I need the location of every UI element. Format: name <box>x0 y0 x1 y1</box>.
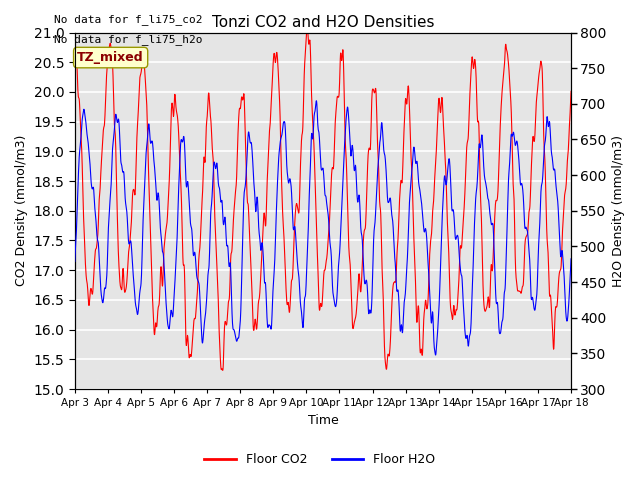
X-axis label: Time: Time <box>308 414 339 427</box>
Legend: Floor CO2, Floor H2O: Floor CO2, Floor H2O <box>200 448 440 471</box>
Text: No data for f_li75_h2o: No data for f_li75_h2o <box>54 34 203 45</box>
Y-axis label: H2O Density (mmol/m3): H2O Density (mmol/m3) <box>612 135 625 287</box>
Text: TZ_mixed: TZ_mixed <box>77 51 144 64</box>
Y-axis label: CO2 Density (mmol/m3): CO2 Density (mmol/m3) <box>15 135 28 287</box>
Text: No data for f_li75_co2: No data for f_li75_co2 <box>54 14 203 25</box>
Title: Tonzi CO2 and H2O Densities: Tonzi CO2 and H2O Densities <box>212 15 434 30</box>
